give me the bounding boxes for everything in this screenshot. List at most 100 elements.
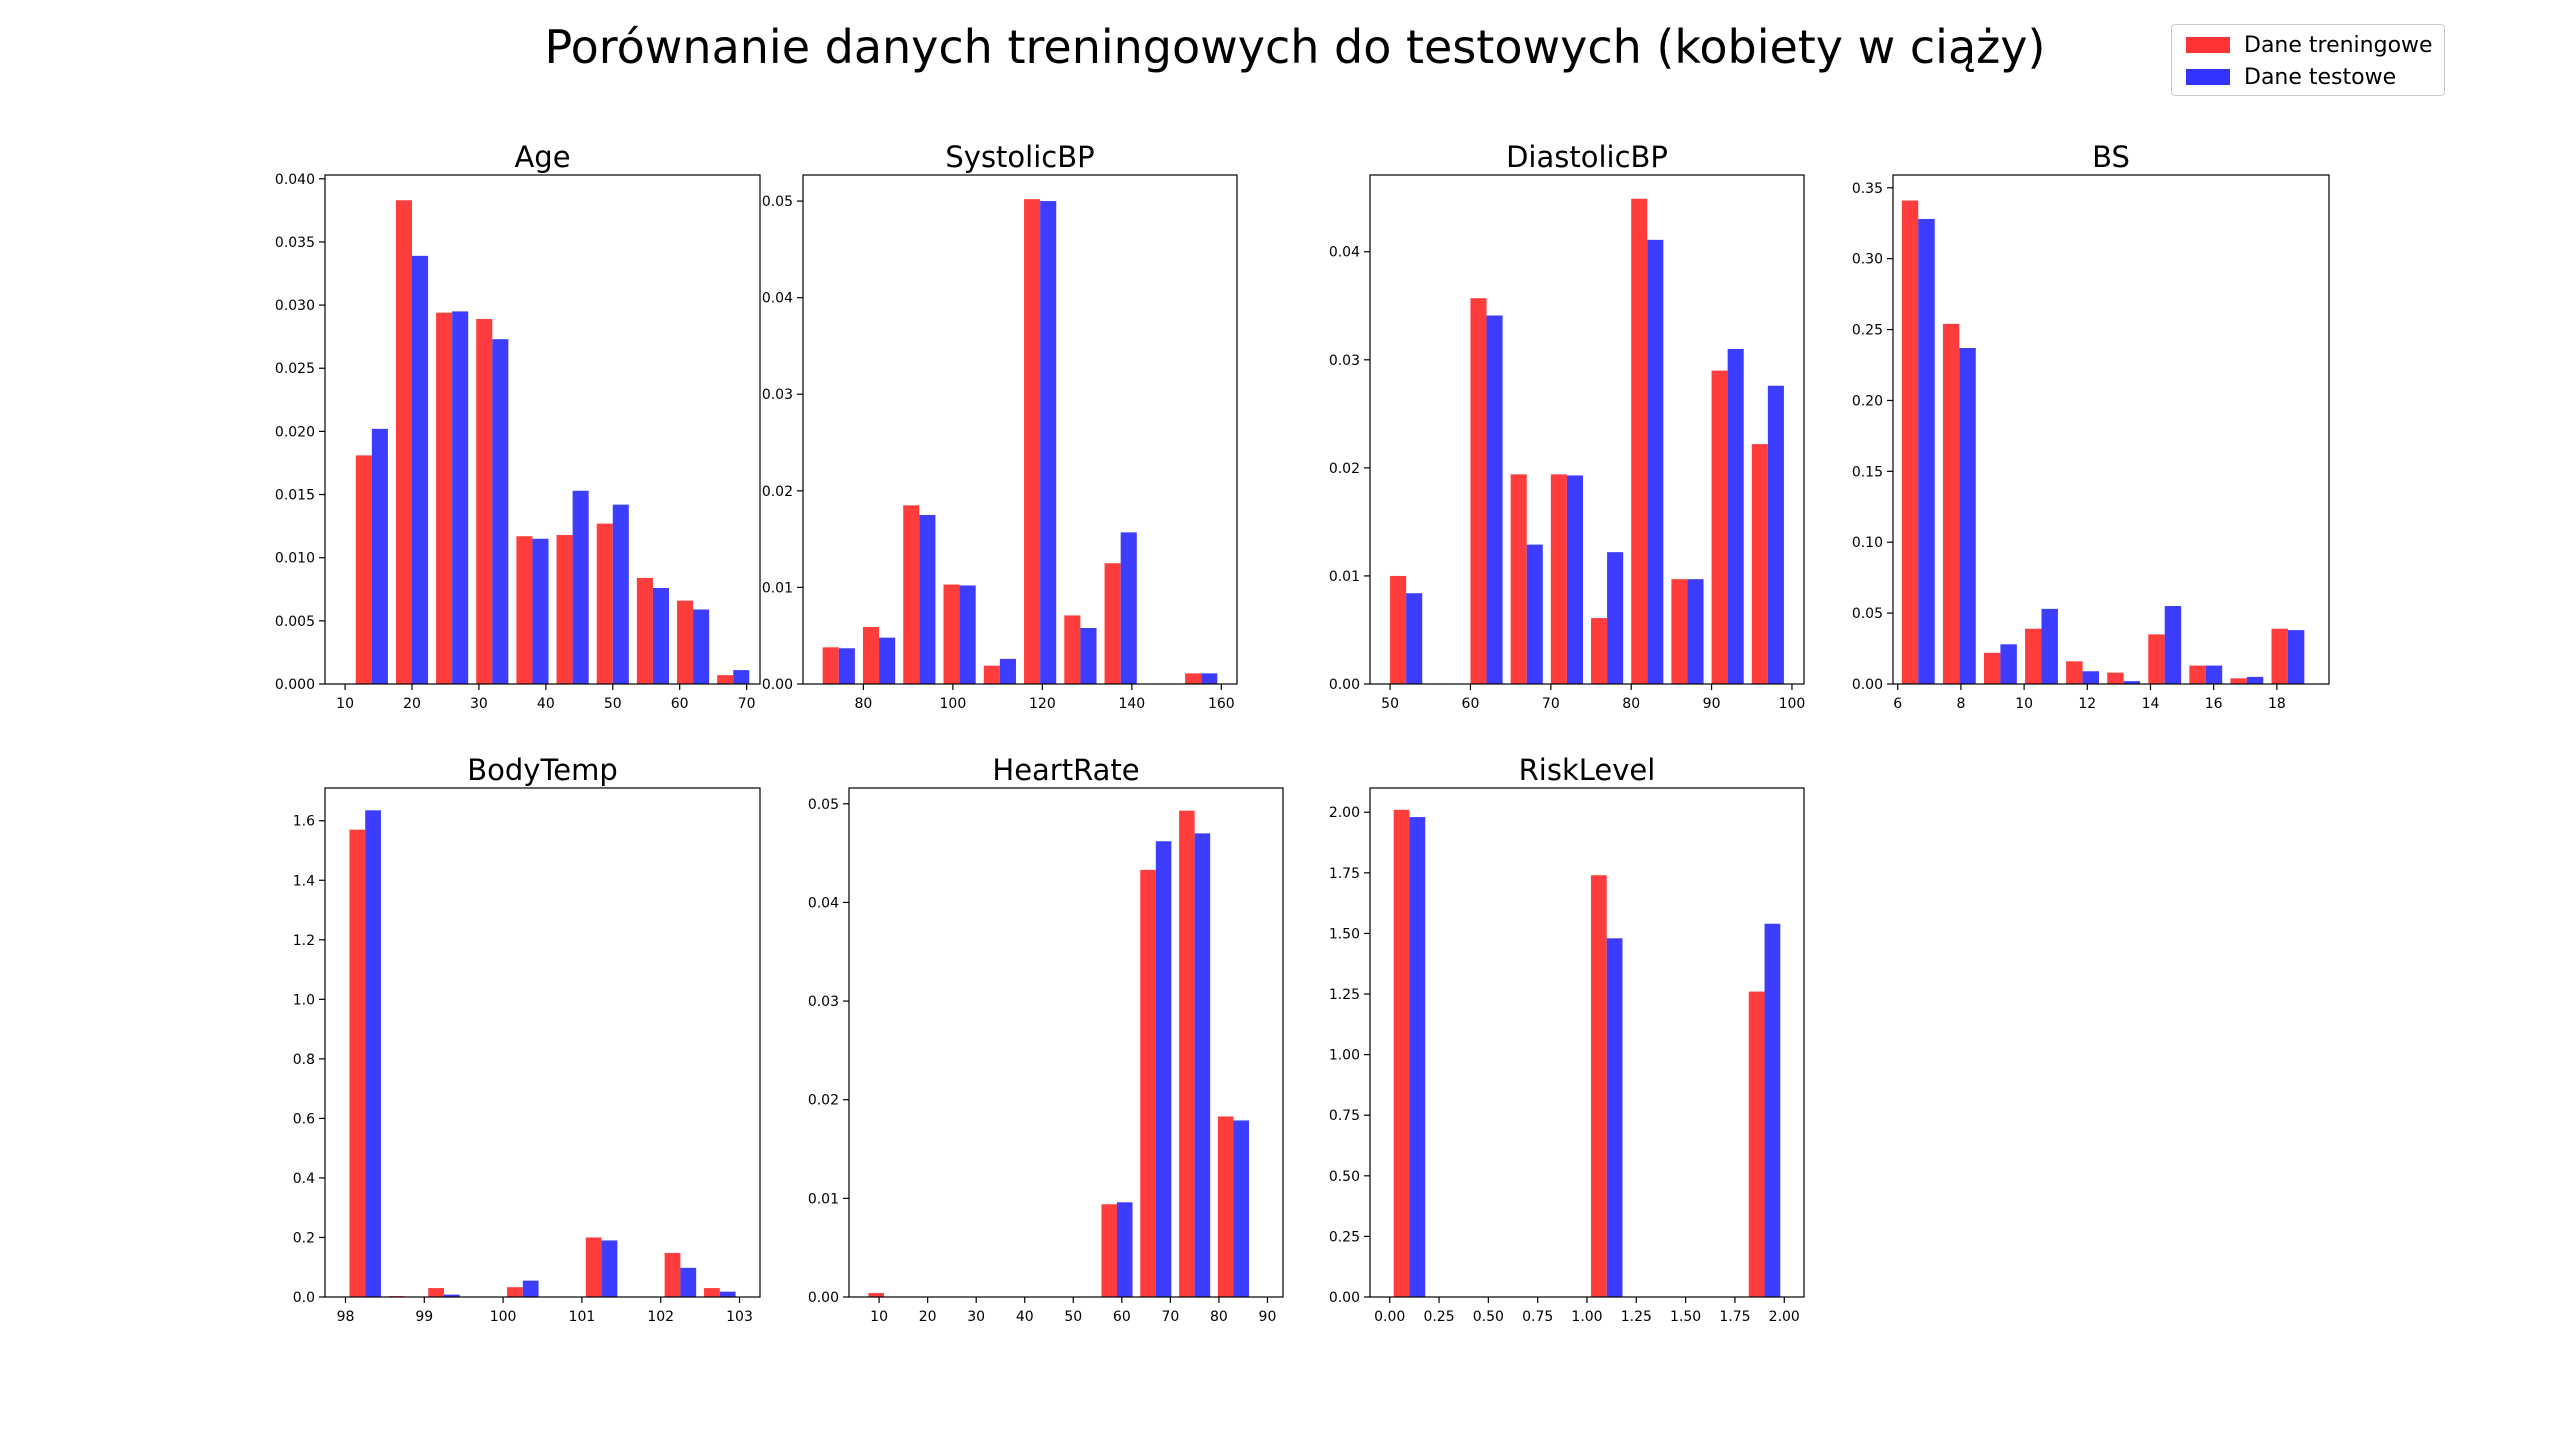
x-tick-label: 30 (470, 696, 488, 712)
y-tick-label: 0.020 (275, 424, 315, 440)
x-tick-label: 1.25 (1621, 1309, 1652, 1325)
x-tick-label: 1.00 (1571, 1309, 1602, 1325)
x-tick-label: 70 (738, 696, 756, 712)
bar-train (2025, 628, 2042, 684)
bar-test (1918, 218, 1935, 685)
bar-test (1406, 593, 1423, 684)
bar-train (1590, 875, 1607, 1297)
x-tick-label: 0.00 (1374, 1309, 1405, 1325)
y-tick-label: 0.75 (1329, 1108, 1360, 1124)
legend: Dane treningowe Dane testowe (2171, 24, 2445, 96)
x-tick-label: 70 (1161, 1309, 1179, 1325)
bar-train (436, 312, 453, 684)
x-tick-label: 20 (403, 696, 421, 712)
x-tick-label: 102 (647, 1309, 674, 1325)
y-tick-label: 1.75 (1329, 866, 1360, 882)
bar-train (1550, 474, 1567, 684)
y-tick-label: 1.50 (1329, 926, 1360, 942)
chart-title: BS (2092, 140, 2130, 174)
bar-test (532, 538, 549, 684)
bar-test (443, 1294, 460, 1297)
y-tick-label: 1.6 (293, 814, 315, 830)
y-tick-label: 0.05 (762, 194, 793, 210)
bar-test (919, 514, 936, 684)
bar-test (1409, 817, 1426, 1297)
page-title: Porównanie danych treningowych do testow… (544, 20, 2046, 74)
x-tick-label: 90 (1259, 1309, 1277, 1325)
bar-test (1201, 673, 1218, 684)
y-tick-label: 0.00 (1852, 677, 1883, 693)
y-tick-label: 0.4 (293, 1171, 315, 1187)
bar-test (1647, 239, 1664, 684)
bar-test (1687, 579, 1704, 684)
x-tick-label: 0.25 (1423, 1309, 1454, 1325)
y-tick-label: 0.00 (762, 677, 793, 693)
y-tick-label: 0.005 (275, 614, 315, 630)
bar-train (1510, 474, 1527, 684)
x-tick-label: 30 (967, 1309, 985, 1325)
bar-test (492, 339, 509, 684)
y-tick-label: 0.03 (762, 387, 793, 403)
y-tick-label: 0.030 (275, 298, 315, 314)
legend-item-test: Dane testowe (2186, 63, 2396, 91)
bar-train (677, 600, 694, 684)
bar-test (1727, 348, 1744, 684)
y-tick-label: 0.0 (293, 1290, 315, 1306)
x-tick-label: 98 (337, 1309, 355, 1325)
bar-test (1526, 544, 1543, 684)
x-tick-label: 12 (2078, 696, 2096, 712)
bar-train (428, 1288, 444, 1297)
bar-train (1024, 199, 1041, 684)
bar-train (349, 829, 366, 1297)
x-tick-label: 60 (1462, 696, 1480, 712)
y-tick-label: 0.35 (1852, 181, 1883, 197)
y-tick-label: 0.040 (275, 172, 315, 188)
x-tick-label: 40 (1016, 1309, 1034, 1325)
x-tick-label: 100 (490, 1309, 517, 1325)
bar-test (1764, 923, 1781, 1297)
y-tick-label: 0.03 (1329, 353, 1360, 369)
y-tick-label: 0.02 (762, 484, 793, 500)
bar-train (2148, 634, 2165, 684)
bar-train (355, 455, 372, 684)
bar-train (1942, 323, 1960, 684)
bar-test (2123, 681, 2141, 684)
bar-train (1101, 1204, 1117, 1297)
x-tick-label: 80 (1210, 1309, 1228, 1325)
bar-train (704, 1288, 720, 1297)
x-tick-label: 90 (1703, 696, 1721, 712)
y-tick-label: 0.2 (293, 1230, 315, 1246)
bar-train (664, 1252, 681, 1297)
y-tick-label: 0.05 (808, 797, 839, 813)
chart-systolicbp: SystolicBP 0.00 0.01 0.02 0.03 0.04 0.05 80 100 1… (762, 140, 1238, 712)
x-tick-label: 60 (1113, 1309, 1131, 1325)
bar-train (1711, 370, 1728, 684)
y-tick-label: 0.01 (762, 580, 793, 596)
bar-test (999, 658, 1016, 684)
y-tick-label: 1.00 (1329, 1048, 1360, 1064)
bar-test (652, 588, 669, 684)
y-tick-label: 0.50 (1329, 1169, 1360, 1185)
bar-train (2230, 678, 2247, 684)
plot-frame (1369, 174, 1805, 685)
x-tick-label: 50 (604, 696, 622, 712)
bar-train (516, 536, 533, 684)
bar-train (717, 675, 734, 684)
y-tick-label: 1.4 (293, 873, 315, 889)
x-tick-label: 100 (940, 696, 967, 712)
legend-item-train: Dane treningowe (2186, 31, 2433, 59)
bar-train (862, 627, 880, 684)
chart-title: Age (514, 140, 570, 174)
y-tick-label: 0.04 (808, 895, 839, 911)
bar-train (2271, 628, 2288, 684)
y-tick-label: 0.8 (293, 1052, 315, 1068)
bar-train (2107, 672, 2124, 684)
x-tick-label: 80 (1622, 696, 1640, 712)
y-tick-label: 0.04 (762, 291, 793, 307)
bar-test (1233, 1120, 1250, 1297)
plot-frame (848, 787, 1284, 1298)
bar-test (1486, 315, 1503, 684)
y-tick-label: 0.05 (1852, 606, 1883, 622)
y-tick-label: 0.01 (808, 1191, 839, 1207)
